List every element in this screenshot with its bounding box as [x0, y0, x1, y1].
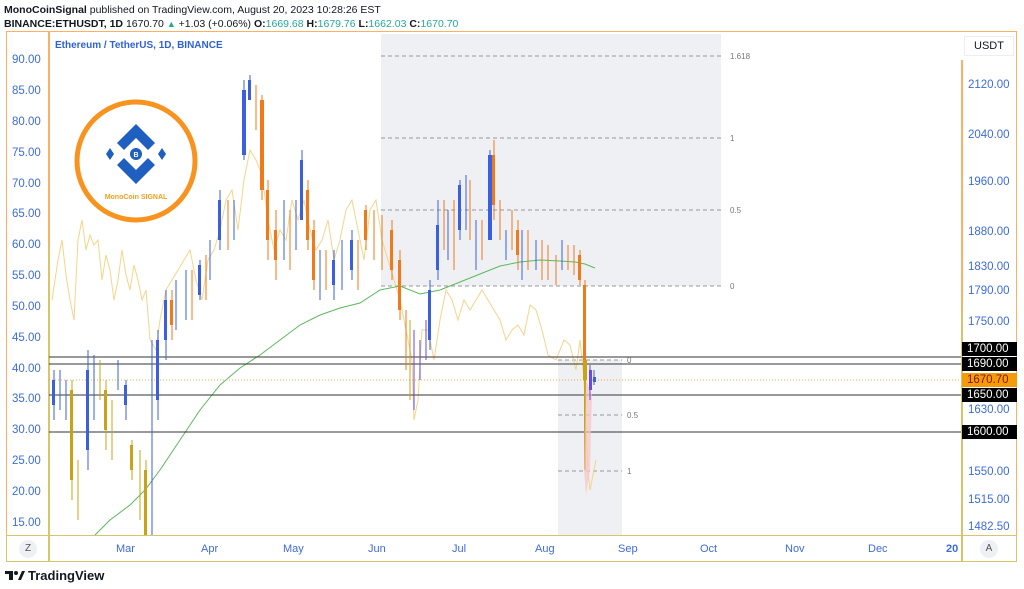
publish-header: MonoCoinSignal published on TradingView.… — [4, 3, 458, 31]
close-value: 1670.70 — [420, 18, 459, 30]
right-axis-tick: 1750.00 — [968, 316, 1010, 328]
right-axis-tick: 2040.00 — [968, 129, 1010, 141]
x-axis-tick: May — [283, 543, 304, 555]
symbol-info: BINANCE:ETHUSDT, 1D — [4, 18, 124, 30]
left-axis-tick: 70.00 — [12, 178, 41, 190]
tradingview-icon — [5, 571, 25, 580]
price-tag-level: 1600.00 — [962, 425, 1017, 439]
left-axis-tick: 90.00 — [12, 54, 41, 66]
right-axis-tick: 1550.00 — [968, 466, 1010, 478]
tradingview-logo[interactable]: TradingView — [5, 568, 104, 583]
author-name[interactable]: MonoCoinSignal — [4, 4, 87, 16]
price-change: +1.03 (+0.06%) — [178, 18, 252, 30]
publish-info: published on TradingView.com, August 20,… — [89, 4, 381, 16]
open-value: 1669.68 — [265, 18, 304, 30]
price-tag-level: 1690.00 — [962, 357, 1017, 371]
left-axis-tick: 25.00 — [12, 455, 41, 467]
left-axis-tick: 30.00 — [12, 424, 41, 436]
x-axis-tick-year: 20 — [946, 543, 959, 555]
x-axis-tick: Mar — [116, 543, 135, 555]
x-axis-tick: Sep — [618, 543, 638, 555]
left-axis-tick: 65.00 — [12, 208, 41, 220]
left-axis-tick: 35.00 — [12, 393, 41, 405]
zoom-button[interactable]: Z — [19, 540, 37, 558]
x-axis-tick: Jul — [452, 543, 467, 555]
left-axis-border — [48, 32, 50, 535]
left-axis-tick: 85.00 — [12, 85, 41, 97]
currency-selector[interactable]: USDT — [964, 36, 1014, 56]
left-axis-tick: 40.00 — [12, 363, 41, 375]
x-axis-tick: Aug — [535, 543, 555, 555]
fib-label-1618: 1.618 — [730, 52, 751, 61]
right-axis-tick: 1790.00 — [968, 285, 1010, 297]
left-axis-tick: 75.00 — [12, 147, 41, 159]
left-axis-tick: 45.00 — [12, 332, 41, 344]
fib-lower-label-05: 0.5 — [627, 411, 639, 420]
x-axis-tick: Dec — [868, 543, 888, 555]
right-axis-tick: 1880.00 — [968, 226, 1010, 238]
svg-text:B: B — [133, 152, 138, 159]
logo-text: MonoCoin SIGNAL — [104, 194, 168, 201]
divider — [961, 536, 963, 562]
fib-label-1: 1 — [730, 134, 735, 143]
tradingview-brand: TradingView — [28, 568, 105, 583]
right-axis-tick: 1515.00 — [968, 494, 1010, 506]
right-axis-tick: 1830.00 — [968, 261, 1010, 273]
price-tag-level: 1700.00 — [962, 342, 1017, 356]
binance-logo-icon: B — [74, 99, 198, 223]
close-label: C: — [409, 18, 421, 30]
fib-label-05: 0.5 — [730, 206, 742, 215]
price-tag-level: 1650.00 — [962, 388, 1017, 402]
high-label: H: — [306, 18, 318, 30]
fib-lower-label-0: 0 — [627, 356, 632, 365]
left-axis-tick: 80.00 — [12, 116, 41, 128]
left-axis-tick: 15.00 — [12, 517, 41, 529]
last-price: 1670.70 — [125, 18, 164, 30]
right-axis-tick: 1630.00 — [968, 404, 1010, 416]
fib-lower-label-1: 1 — [627, 467, 632, 476]
right-axis-tick: 1960.00 — [968, 176, 1010, 188]
left-axis-tick: 55.00 — [12, 270, 41, 282]
auto-scale-button[interactable]: A — [980, 540, 998, 558]
left-axis-tick: 20.00 — [12, 486, 41, 498]
right-axis-border — [961, 60, 963, 535]
open-label: O: — [253, 18, 266, 30]
x-axis-tick: Jun — [368, 543, 386, 555]
up-arrow-icon: ▲ — [166, 19, 176, 29]
high-value: 1679.76 — [317, 18, 356, 30]
fib-retracement-upper — [381, 34, 721, 286]
x-axis-tick: Apr — [201, 543, 219, 555]
divider — [48, 536, 50, 562]
right-axis-tick: 2120.00 — [968, 79, 1010, 91]
left-axis-tick: 50.00 — [12, 301, 41, 313]
price-tag-current: 1670.70 — [962, 373, 1017, 387]
monocoin-logo: B MonoCoin SIGNAL — [73, 98, 199, 224]
left-axis-tick: 60.00 — [12, 239, 41, 251]
low-label: L: — [358, 18, 369, 30]
chart-title: Ethereum / TetherUS, 1D, BINANCE — [55, 40, 223, 51]
fib-label-0: 0 — [730, 282, 735, 291]
time-axis-bar[interactable] — [6, 535, 1017, 562]
x-axis-tick: Oct — [700, 543, 718, 555]
right-axis-tick: 1482.50 — [968, 521, 1010, 533]
low-value: 1662.03 — [368, 18, 407, 30]
x-axis-tick: Nov — [785, 543, 805, 555]
